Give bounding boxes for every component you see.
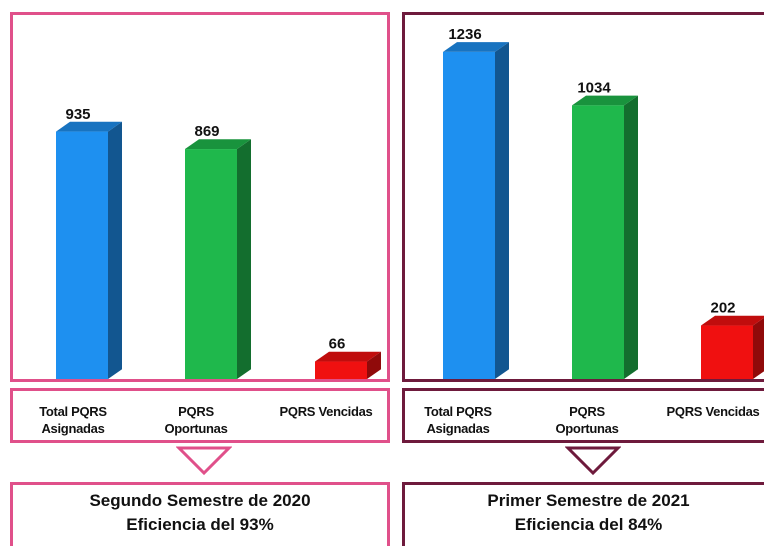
data-label-total: 1236 bbox=[448, 26, 481, 43]
data-label-vencidas: 202 bbox=[710, 300, 735, 317]
category-label-vencidas: PQRS Vencidas bbox=[279, 404, 373, 419]
bar-total bbox=[56, 121, 122, 379]
caption-box-2020: Segundo Semestre de 2020 Eficiencia del … bbox=[10, 482, 390, 546]
data-label-vencidas: 66 bbox=[329, 336, 346, 353]
caption-efficiency-2021: Eficiencia del 84% bbox=[514, 515, 663, 534]
plot-area-2021: 1236 1034 202 bbox=[402, 12, 764, 382]
data-label-total: 935 bbox=[65, 106, 90, 123]
bar-oportunas bbox=[572, 95, 638, 379]
caption-box-2021: Primer Semestre de 2021 Eficiencia del 8… bbox=[402, 482, 764, 546]
bar-chart-2021: 1236 1034 202 bbox=[443, 26, 764, 379]
down-arrow-icon bbox=[176, 446, 232, 476]
data-label-oportunas: 1034 bbox=[577, 80, 611, 97]
category-box-2021: Total PQRS Asignadas PQRS Oportunas PQRS V… bbox=[402, 388, 764, 443]
down-arrow-icon bbox=[565, 446, 621, 476]
bar-vencidas bbox=[701, 315, 764, 379]
category-box-2020: Total PQRS Asignadas PQRS Oportunas PQRS V… bbox=[10, 388, 390, 443]
bar-chart-2020: 935 869 66 bbox=[56, 106, 381, 379]
caption-period-2021: Primer Semestre de 2021 bbox=[487, 491, 690, 510]
category-label-total: Total PQRS Asignadas bbox=[39, 404, 107, 436]
category-label-oportunas: PQRS Oportunas bbox=[555, 404, 619, 436]
caption-period-2020: Segundo Semestre de 2020 bbox=[89, 491, 311, 510]
bar-oportunas bbox=[185, 139, 251, 379]
category-label-oportunas: PQRS Oportunas bbox=[164, 404, 228, 436]
caption-efficiency-2020: Eficiencia del 93% bbox=[126, 515, 274, 534]
data-label-oportunas: 869 bbox=[194, 123, 219, 140]
plot-area-2020: 935 869 66 bbox=[10, 12, 390, 382]
bar-vencidas bbox=[315, 351, 381, 379]
bar-total bbox=[443, 42, 509, 379]
category-label-vencidas: PQRS Vencidas bbox=[666, 404, 760, 419]
category-label-total: Total PQRS Asignadas bbox=[424, 404, 492, 436]
